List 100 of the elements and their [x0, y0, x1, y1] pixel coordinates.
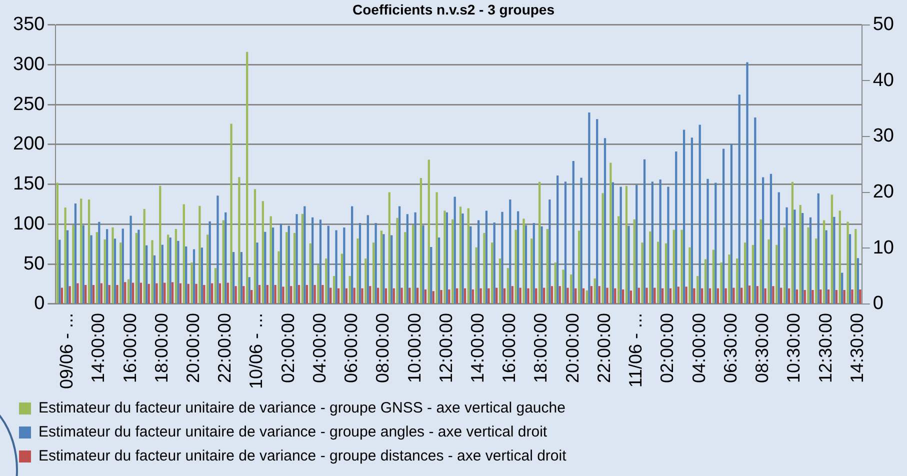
legend-label: Estimateur du facteur unitaire de variance - groupe angles - axe vertical droit: [38, 424, 548, 441]
bar: [337, 288, 340, 304]
bar: [643, 159, 646, 304]
y-tick-label: 100: [13, 213, 45, 234]
bar: [424, 289, 427, 304]
bar: [448, 289, 450, 304]
bar: [724, 288, 727, 304]
y-tick-label: 200: [13, 134, 45, 155]
bar: [542, 288, 546, 304]
bar: [306, 284, 308, 304]
bar: [720, 262, 722, 304]
bar: [519, 288, 522, 304]
x-tick-label: 20:00:00: [182, 312, 203, 384]
bar: [488, 288, 490, 304]
bar: [677, 286, 680, 304]
x-tick-label: 02:00:00: [657, 312, 678, 384]
bar: [770, 174, 772, 304]
bar: [179, 283, 182, 304]
bar: [400, 288, 403, 304]
y2-tick-label: 20: [872, 182, 894, 203]
bar: [596, 119, 598, 304]
bar: [638, 288, 640, 304]
bar: [369, 286, 372, 304]
bar: [722, 148, 725, 304]
bar: [248, 277, 250, 304]
bar: [669, 288, 672, 304]
y2-tick-label: 10: [872, 237, 894, 258]
bar: [440, 290, 442, 304]
bar: [234, 286, 237, 304]
x-tick-label: 16:00:00: [120, 312, 140, 384]
chart-title: Coefficients n.v.s2 - 3 groupes: [352, 1, 555, 18]
bar: [812, 290, 814, 304]
bar: [736, 258, 738, 304]
bar: [472, 289, 474, 304]
bar: [246, 52, 248, 304]
bar: [685, 286, 688, 304]
bar: [572, 161, 574, 304]
bar: [835, 290, 838, 304]
bar: [698, 124, 701, 304]
bar: [606, 288, 608, 304]
x-tick-label: 14:00:00: [88, 312, 108, 384]
bar: [764, 288, 766, 304]
y-tick-label: 250: [13, 94, 45, 115]
bar: [788, 288, 790, 304]
bar: [744, 242, 746, 304]
bar: [384, 288, 388, 304]
bar: [646, 288, 648, 304]
x-tick-label: 22:00:00: [594, 312, 614, 384]
bar: [148, 284, 150, 304]
bar: [428, 160, 430, 304]
bar: [622, 289, 624, 304]
bar: [843, 290, 846, 304]
bar: [501, 212, 504, 304]
legend-label: Estimateur du facteur unitaire de variance - groupe GNSS - axe vertical gauche: [38, 400, 566, 417]
bar: [164, 282, 166, 304]
bar: [662, 288, 664, 304]
x-tick-label: 18:00:00: [530, 312, 551, 384]
bar: [659, 179, 662, 304]
bar: [754, 117, 756, 304]
x-tick-label: 14:30:00: [846, 312, 867, 384]
bar: [838, 210, 841, 304]
bar: [195, 284, 198, 304]
bar: [226, 282, 229, 304]
bar: [614, 288, 616, 304]
bar: [820, 289, 822, 304]
x-tick-label: 06:30:00: [720, 312, 740, 384]
bar: [675, 152, 678, 304]
y-tick-label: 300: [13, 54, 45, 75]
legend-label: Estimateur du facteur unitaire de variance - groupe distances - axe vertical droit: [38, 448, 568, 465]
bar: [738, 94, 740, 304]
bar: [92, 284, 95, 304]
bar: [509, 200, 512, 304]
bar: [132, 282, 134, 304]
x-tick-label: 14:00:00: [468, 312, 488, 384]
bar: [708, 288, 712, 304]
bar: [351, 206, 354, 304]
x-tick-label: 12:30:00: [815, 312, 836, 384]
bar: [290, 286, 292, 304]
y-tick-label: 150: [13, 174, 45, 195]
bar: [416, 288, 419, 304]
x-tick-label: 04:00:00: [309, 312, 330, 384]
bar: [456, 288, 458, 304]
x-tick-label: 06:00:00: [341, 312, 362, 384]
x-tick-label: 10:30:00: [784, 312, 804, 384]
bar: [140, 282, 142, 304]
bar: [156, 283, 158, 304]
bar: [752, 244, 754, 304]
y2-tick-label: 30: [872, 126, 894, 147]
bar: [218, 283, 222, 304]
bar: [630, 290, 632, 304]
bar: [511, 286, 514, 304]
bar: [232, 252, 235, 304]
bar: [464, 288, 466, 304]
bar: [76, 283, 79, 304]
x-tick-label: 02:00:00: [278, 312, 298, 384]
bar: [108, 284, 110, 304]
x-tick-label: 20:00:00: [562, 312, 582, 384]
bar: [804, 290, 806, 304]
x-tick-label: 08:30:00: [752, 312, 772, 384]
x-tick-label: 18:00:00: [151, 312, 172, 384]
